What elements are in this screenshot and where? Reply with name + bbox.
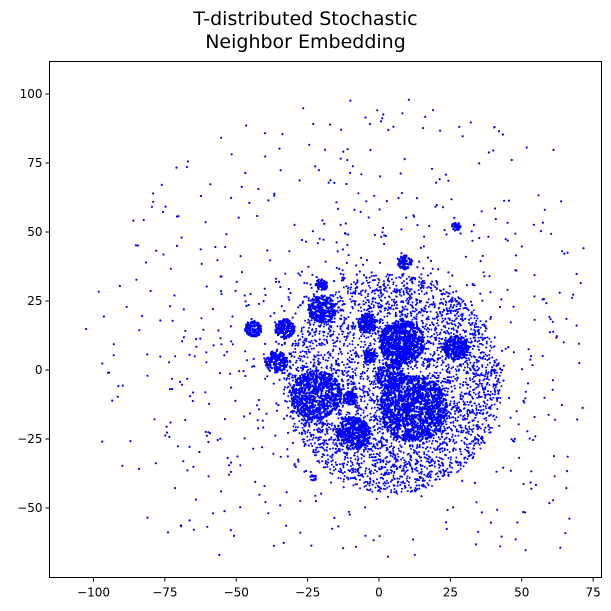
chart-title-line-1: T-distributed Stochastic [193, 8, 418, 30]
y-tick-label: 50 [27, 225, 42, 239]
x-tick-label: 0 [375, 586, 383, 600]
y-tick-label: 25 [27, 294, 42, 308]
y-tick-label: 75 [27, 156, 42, 170]
x-tick-label: 25 [443, 586, 458, 600]
plot-frame [49, 61, 602, 578]
x-tick-label: −25 [295, 586, 320, 600]
x-tick-label: 50 [514, 586, 529, 600]
y-axis: −50 −25 0 25 50 75 100 [17, 87, 50, 515]
x-tick-label: −50 [224, 586, 249, 600]
x-tick-label: 75 [585, 586, 600, 600]
data-points [84, 98, 585, 558]
x-tick-label: −75 [152, 586, 177, 600]
x-axis: −100 −75 −50 −25 0 25 50 75 [77, 577, 601, 600]
x-tick-label: −100 [77, 586, 110, 600]
chart-title: T-distributed Stochastic Neighbor Embedd… [0, 8, 611, 54]
y-tick-label: −25 [17, 432, 42, 446]
y-tick-label: −50 [17, 501, 42, 515]
scatter-points [84, 98, 585, 558]
chart-title-line-2: Neighbor Embedding [205, 31, 406, 53]
y-tick-label: 100 [20, 87, 43, 101]
y-tick-label: 0 [35, 363, 43, 377]
